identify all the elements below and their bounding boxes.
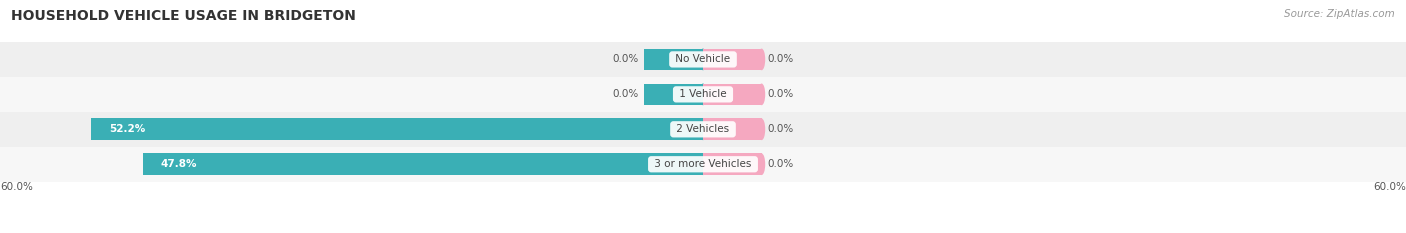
Text: 47.8%: 47.8% [160, 159, 197, 169]
Bar [644, 49, 703, 70]
Text: 1 Vehicle: 1 Vehicle [676, 89, 730, 99]
Circle shape [758, 84, 765, 105]
Text: 60.0%: 60.0% [1374, 182, 1406, 192]
Text: 0.0%: 0.0% [612, 89, 638, 99]
Text: 0.0%: 0.0% [768, 55, 794, 64]
Bar [91, 118, 703, 140]
Text: HOUSEHOLD VEHICLE USAGE IN BRIDGETON: HOUSEHOLD VEHICLE USAGE IN BRIDGETON [11, 9, 356, 23]
Bar [703, 84, 762, 105]
Text: 0.0%: 0.0% [768, 89, 794, 99]
Circle shape [758, 154, 765, 175]
Bar [143, 154, 703, 175]
Circle shape [699, 49, 707, 70]
Bar [0, 112, 1406, 147]
Text: No Vehicle: No Vehicle [672, 55, 734, 64]
Text: 2 Vehicles: 2 Vehicles [673, 124, 733, 134]
Text: 0.0%: 0.0% [612, 55, 638, 64]
Circle shape [758, 49, 765, 70]
Bar [703, 154, 762, 175]
Text: Source: ZipAtlas.com: Source: ZipAtlas.com [1284, 9, 1395, 19]
Text: 3 or more Vehicles: 3 or more Vehicles [651, 159, 755, 169]
Text: 0.0%: 0.0% [768, 124, 794, 134]
Bar [703, 118, 762, 140]
Circle shape [758, 118, 765, 140]
Text: 60.0%: 60.0% [0, 182, 32, 192]
Bar [0, 42, 1406, 77]
Circle shape [699, 84, 707, 105]
Bar [0, 147, 1406, 182]
Bar [0, 77, 1406, 112]
Circle shape [699, 154, 707, 175]
Bar [703, 49, 762, 70]
Circle shape [699, 118, 707, 140]
Text: 52.2%: 52.2% [108, 124, 145, 134]
Text: 0.0%: 0.0% [768, 159, 794, 169]
Bar [644, 84, 703, 105]
